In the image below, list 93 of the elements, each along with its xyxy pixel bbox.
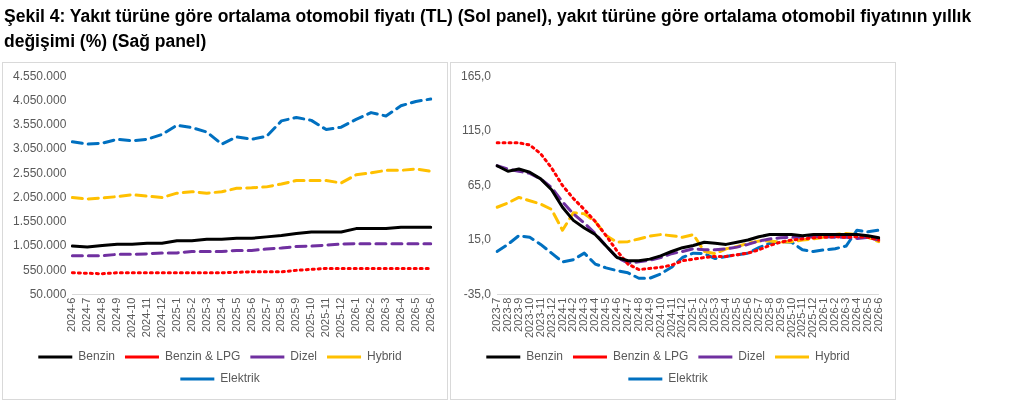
- x-tick-label: 2025-4: [214, 297, 227, 332]
- x-tick-label: 2025-10: [784, 297, 797, 339]
- x-tick-label: 2026-4: [850, 297, 863, 332]
- y-tick-label: 2.050.000: [12, 189, 67, 204]
- x-tick-label: 2026-6: [871, 297, 884, 332]
- x-tick-label: 2023-10: [522, 297, 535, 339]
- legend-label: Hybrid: [367, 349, 402, 364]
- x-tick-label: 2025-3: [708, 297, 721, 332]
- legend-label: Elektrik: [220, 371, 261, 386]
- x-tick-label: 2024-11: [664, 297, 677, 338]
- y-tick-label: 3.050.000: [12, 141, 67, 156]
- x-tick-label: 2024-7: [620, 297, 633, 332]
- x-tick-label: 2026-3: [379, 297, 392, 332]
- x-tick-label: 2025-1: [686, 297, 699, 332]
- x-tick-label: 2024-9: [642, 297, 655, 332]
- y-tick-label: 165,0: [461, 68, 492, 83]
- y-tick-label: 65,0: [467, 177, 492, 192]
- x-tick-label: 2024-8: [95, 297, 108, 332]
- y-tick-label: 2.550.000: [12, 165, 67, 180]
- legend-label: Hybrid: [815, 349, 850, 364]
- x-tick-label: 2024-10: [125, 297, 138, 339]
- y-tick-label: 1.050.000: [12, 238, 67, 253]
- text: Şekil 4: Yakıt türüne göre ortalama otomobil fiyatı (TL) (Sol panel), yakıt türüne göre ortalama otomobil fiyatının yıllık değişimi (%) (Sağ panel): [4, 5, 973, 53]
- y-tick-label: 4.050.000: [12, 92, 67, 107]
- x-tick-label: 2025-8: [762, 297, 775, 332]
- x-tick-label: 2025-5: [229, 297, 242, 332]
- x-tick-label: 2024-5: [599, 297, 612, 332]
- x-tick-label: 2025-8: [274, 297, 287, 332]
- y-tick-label: 1.550.000: [12, 214, 67, 229]
- x-tick-label: 2025-9: [289, 297, 302, 332]
- y-tick-label: 15,0: [467, 232, 492, 247]
- x-tick-label: 2026-6: [423, 297, 436, 332]
- x-tick-label: 2023-8: [500, 297, 513, 332]
- x-tick-label: 2023-7: [490, 297, 503, 332]
- line-series: [495, 228, 881, 280]
- x-tick-label: 2024-11: [140, 297, 153, 338]
- x-tick-label: 2025-5: [730, 297, 743, 332]
- x-tick-label: 2024-6: [65, 297, 78, 332]
- legend-label: Benzin & LPG: [164, 349, 241, 364]
- x-tick-label: 2025-7: [751, 297, 764, 332]
- x-tick-label: 2025-3: [199, 297, 212, 332]
- x-tick-label: 2025-12: [334, 297, 347, 339]
- x-tick-label: 2025-11: [319, 297, 332, 338]
- x-tick-label: 2026-5: [860, 297, 873, 332]
- y-tick-label: 3.550.000: [12, 117, 67, 132]
- x-tick-label: 2024-3: [577, 297, 590, 332]
- x-tick-label: 2026-1: [349, 297, 362, 332]
- x-tick-label: 2026-2: [828, 297, 841, 332]
- x-tick-label: 2026-1: [817, 297, 830, 332]
- line-series: [70, 97, 433, 146]
- x-tick-label: 2024-6: [610, 297, 623, 332]
- legend-label: Benzin: [526, 349, 563, 364]
- line-series: [495, 141, 881, 272]
- legend-label: Elektrik: [668, 371, 709, 386]
- legend-label: Dizel: [738, 349, 766, 364]
- x-tick-label: 2024-7: [80, 297, 93, 332]
- x-tick-label: 2023-12: [544, 297, 557, 339]
- x-tick-label: 2025-2: [184, 297, 197, 332]
- line-series: [495, 195, 881, 256]
- x-tick-label: 2024-1: [555, 297, 568, 332]
- x-tick-label: 2025-4: [719, 297, 732, 332]
- y-tick-label: 550.000: [22, 262, 67, 277]
- x-tick-label: 2024-2: [566, 297, 579, 332]
- x-tick-label: 2025-2: [697, 297, 710, 332]
- y-tick-label: 4.550.000: [12, 68, 67, 83]
- legend-label: Benzin: [78, 349, 115, 364]
- x-tick-label: 2024-9: [110, 297, 123, 332]
- x-tick-label: 2025-9: [773, 297, 786, 332]
- line-series: [70, 167, 433, 201]
- x-tick-label: 2026-4: [393, 297, 406, 332]
- legend-label: Benzin & LPG: [612, 349, 689, 364]
- y-tick-label: 115,0: [461, 123, 492, 138]
- legend-label: Dizel: [290, 349, 318, 364]
- x-tick-label: 2024-8: [631, 297, 644, 332]
- x-tick-label: 2025-10: [304, 297, 317, 339]
- x-tick-label: 2026-5: [408, 297, 421, 332]
- x-tick-label: 2023-11: [533, 297, 546, 338]
- x-tick-label: 2024-4: [588, 297, 601, 332]
- y-tick-label: 50.000: [29, 286, 67, 301]
- x-tick-label: 2025-6: [740, 297, 753, 332]
- x-tick-label: 2024-12: [675, 297, 688, 339]
- x-tick-label: 2026-3: [839, 297, 852, 332]
- line-series: [70, 242, 433, 258]
- x-tick-label: 2023-9: [511, 297, 524, 332]
- x-tick-label: 2025-6: [244, 297, 257, 332]
- x-tick-label: 2024-10: [653, 297, 666, 339]
- y-tick-label: -35,0: [463, 286, 492, 301]
- x-tick-label: 2025-11: [795, 297, 808, 338]
- x-tick-label: 2024-12: [155, 297, 168, 339]
- x-tick-label: 2025-7: [259, 297, 272, 332]
- x-tick-label: 2025-12: [806, 297, 819, 339]
- x-tick-label: 2026-2: [364, 297, 377, 332]
- x-tick-label: 2025-1: [169, 297, 182, 332]
